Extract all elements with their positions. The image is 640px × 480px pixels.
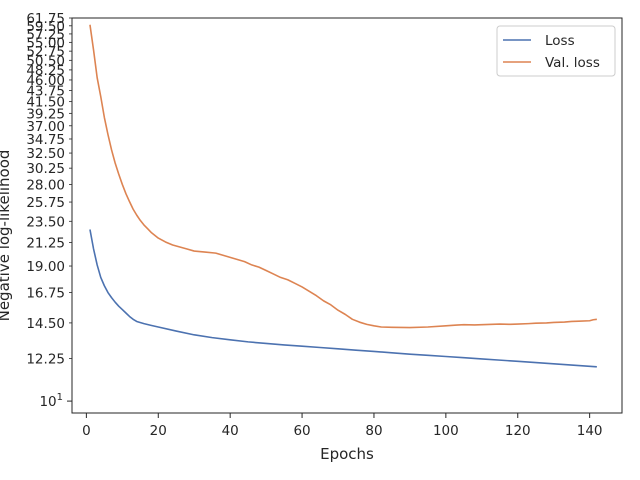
x-tick-label: 60 (293, 423, 310, 439)
y-tick-label: 23.50 (26, 214, 65, 230)
x-tick-label: 80 (365, 423, 382, 439)
y-tick-label: 37.00 (26, 119, 65, 135)
x-axis-ticks: 0 20 40 60 80 100 120 140 (82, 413, 603, 439)
x-axis-label: Epochs (320, 445, 374, 463)
y-tick-label: 41.50 (26, 95, 65, 111)
y-tick-label: 57.25 (26, 27, 65, 43)
y-tick-label: 50.50 (26, 53, 65, 69)
series-line-loss (89, 229, 597, 368)
y-axis-ticks: 12.25 14.50 16.75 19.00 21.25 23.50 25.75 28.00… (26, 11, 72, 410)
legend-label-loss: Loss (545, 33, 575, 49)
y-tick-label: 46.00 (26, 73, 65, 89)
y-tick-label: 14.50 (26, 316, 65, 332)
plot-lines (89, 24, 597, 368)
x-tick-label: 20 (150, 423, 167, 439)
y-tick-label: 19.00 (26, 259, 65, 275)
y-tick-label: 61.75 (26, 11, 65, 27)
y-tick-label: 30.25 (26, 161, 65, 177)
plot-frame (71, 17, 623, 414)
y-tick-label: 32.50 (26, 146, 65, 162)
y-tick-label: 16.75 (26, 286, 65, 302)
y-tick-label: 39.25 (26, 106, 65, 122)
x-tick-label: 100 (433, 423, 459, 439)
series-line-val-loss (89, 24, 597, 329)
y-tick-label: 12.25 (26, 351, 65, 367)
legend-box (496, 25, 616, 77)
y-tick-label: 25.75 (26, 195, 65, 211)
x-tick-label: 120 (505, 423, 531, 439)
y-major-tick-label: 101 (39, 392, 63, 410)
y-tick-label: 59.50 (26, 19, 65, 35)
y-tick-label: 34.75 (26, 132, 65, 148)
legend-label-val-loss: Val. loss (545, 55, 600, 71)
x-tick-label: 140 (577, 423, 603, 439)
y-tick-label: 28.00 (26, 177, 65, 193)
y-tick-label: 21.25 (26, 235, 65, 251)
x-tick-label: 40 (222, 423, 239, 439)
y-tick-label: 43.75 (26, 84, 65, 100)
y-tick-label: 48.25 (26, 63, 65, 79)
y-axis-label: Negative log-likelihood (0, 150, 13, 322)
legend: Loss Val. loss (496, 25, 616, 77)
x-tick-label: 0 (82, 423, 91, 439)
y-tick-label: 52.75 (26, 44, 65, 60)
y-tick-label: 55.00 (26, 35, 65, 51)
